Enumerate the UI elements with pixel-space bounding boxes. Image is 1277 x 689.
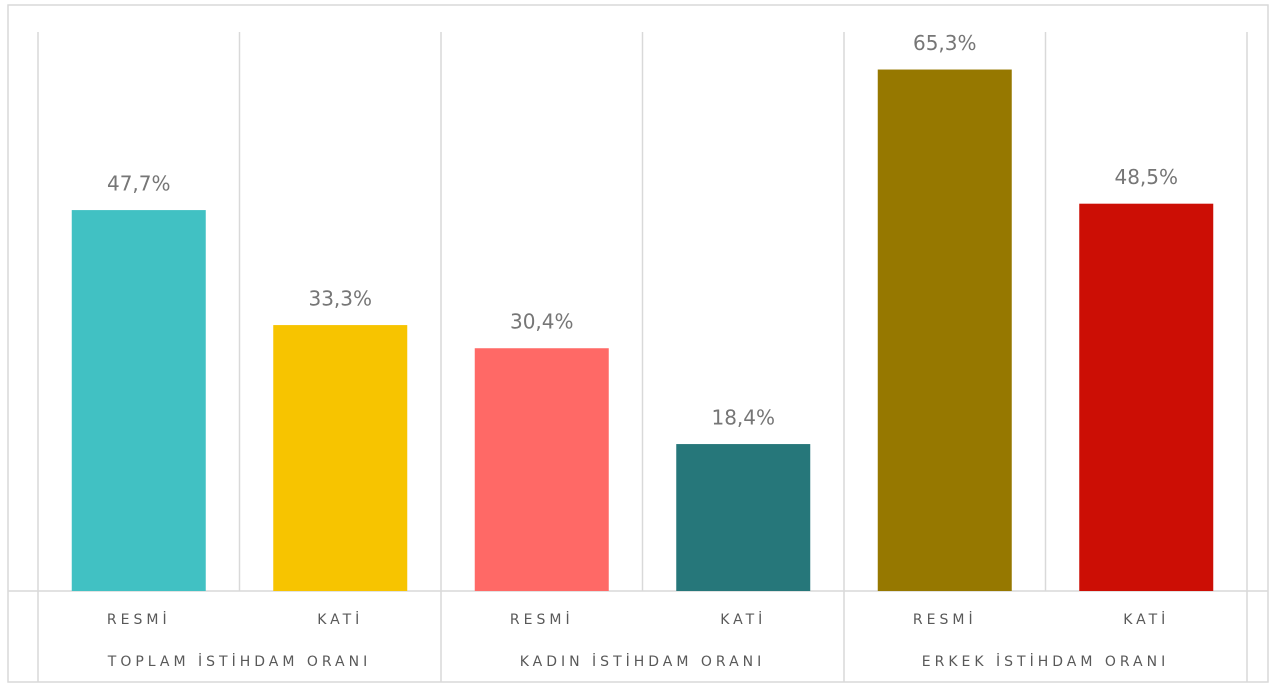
value-label: 18,4% bbox=[711, 406, 775, 430]
value-label: 47,7% bbox=[107, 172, 171, 196]
bar bbox=[474, 348, 609, 591]
bar bbox=[273, 325, 408, 591]
group-label: KADIN İSTİHDAM ORANI bbox=[520, 652, 766, 670]
x-tick-label: RESMİ bbox=[510, 610, 574, 628]
chart-border bbox=[7, 4, 1269, 683]
x-tick-label: KATİ bbox=[720, 610, 766, 628]
bar bbox=[1079, 203, 1214, 591]
bar bbox=[71, 210, 206, 591]
value-label: 48,5% bbox=[1114, 165, 1178, 189]
x-tick-label: RESMİ bbox=[107, 610, 171, 628]
bar bbox=[877, 69, 1012, 592]
value-label: 65,3% bbox=[913, 31, 977, 55]
value-label: 30,4% bbox=[510, 310, 574, 334]
x-tick-label: RESMİ bbox=[913, 610, 977, 628]
value-label: 33,3% bbox=[308, 287, 372, 311]
group-label: ERKEK İSTİHDAM ORANI bbox=[922, 652, 1169, 670]
group-label: TOPLAM İSTİHDAM ORANI bbox=[107, 652, 371, 670]
bar bbox=[676, 444, 811, 591]
x-tick-label: KATİ bbox=[1123, 610, 1169, 628]
x-tick-label: KATİ bbox=[317, 610, 363, 628]
